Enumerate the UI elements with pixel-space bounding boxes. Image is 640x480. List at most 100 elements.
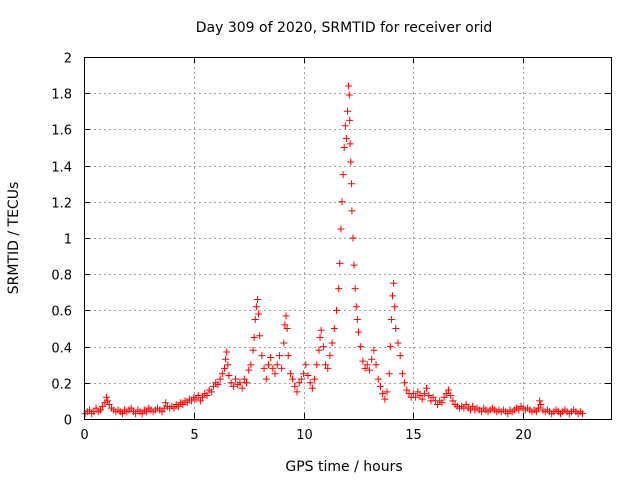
data-point	[376, 382, 384, 390]
data-point	[267, 353, 275, 361]
data-point	[324, 364, 332, 372]
y-tick-label: 1.8	[51, 88, 72, 103]
data-point	[245, 366, 253, 374]
data-point	[368, 355, 376, 363]
data-point	[401, 379, 409, 387]
data-point	[342, 134, 350, 142]
x-tick-labels: 0 5 10 15 20	[80, 428, 531, 443]
data-point	[345, 82, 353, 90]
data-point	[282, 312, 290, 320]
y-tick-label: 1.6	[51, 124, 72, 139]
data-point	[412, 393, 420, 401]
data-point	[275, 352, 283, 360]
data-point	[256, 332, 264, 340]
data-point	[418, 395, 426, 403]
chart-title: Day 309 of 2020, SRMTID for receiver ori…	[196, 20, 493, 36]
data-point	[338, 198, 346, 206]
y-tick-label: 0.8	[51, 269, 72, 284]
data-point	[353, 315, 361, 323]
data-point	[335, 285, 343, 293]
data-point	[269, 364, 277, 372]
data-point	[162, 399, 170, 407]
data-point	[337, 225, 345, 233]
data-point	[260, 364, 268, 372]
data-point	[423, 384, 431, 392]
data-point	[315, 346, 323, 354]
data-point	[192, 395, 200, 403]
data-point	[102, 393, 110, 401]
data-point	[179, 401, 187, 409]
data-point	[223, 348, 231, 356]
data-point	[416, 391, 424, 399]
data-point	[447, 391, 455, 399]
y-tick-label: 1	[64, 233, 72, 248]
data-point	[196, 397, 204, 405]
data-point	[434, 401, 442, 409]
data-point	[96, 406, 104, 414]
data-point	[289, 375, 297, 383]
data-point	[229, 382, 237, 390]
data-point	[302, 361, 310, 369]
data-point	[222, 355, 230, 363]
data-point	[138, 410, 146, 418]
data-point	[391, 303, 399, 311]
data-point	[249, 346, 257, 354]
data-point	[350, 261, 358, 269]
data-point	[352, 303, 360, 311]
data-point	[578, 410, 586, 418]
data-point	[250, 334, 258, 342]
data-point	[372, 361, 380, 369]
data-point	[174, 402, 182, 410]
data-point	[361, 364, 369, 372]
data-point	[224, 361, 232, 369]
data-point	[532, 408, 540, 416]
data-point	[344, 107, 351, 115]
data-point	[326, 352, 334, 360]
data-point	[280, 339, 288, 347]
data-point	[442, 390, 450, 398]
data-point	[271, 370, 279, 378]
data-point	[398, 370, 406, 378]
data-point	[379, 390, 387, 398]
data-point	[278, 364, 286, 372]
data-point	[396, 352, 404, 360]
data-point	[374, 375, 382, 383]
data-point	[311, 375, 319, 383]
data-point	[273, 361, 281, 369]
grid-lines	[84, 57, 611, 419]
data-point	[214, 381, 222, 389]
data-point	[537, 401, 545, 409]
data-point	[281, 321, 289, 329]
data-point	[445, 386, 453, 394]
data-point	[297, 375, 305, 383]
data-point	[390, 279, 398, 287]
data-point	[317, 326, 325, 334]
y-axis-label: SRMTID / TECUs	[6, 182, 22, 295]
data-point	[351, 285, 359, 293]
data-point	[535, 404, 543, 412]
x-tick-label: 10	[296, 428, 313, 443]
data-point	[255, 310, 263, 318]
data-point	[462, 401, 470, 409]
data-point	[218, 370, 226, 378]
data-point	[387, 315, 395, 323]
x-axis-label: GPS time / hours	[285, 459, 402, 475]
data-point	[340, 144, 348, 151]
data-point	[132, 410, 140, 418]
data-point	[469, 402, 477, 410]
data-point	[194, 391, 202, 399]
data-point	[363, 361, 371, 369]
data-point	[227, 379, 235, 387]
data-point	[438, 399, 446, 407]
data-point	[304, 372, 312, 380]
data-point	[251, 315, 259, 323]
data-point	[346, 116, 354, 124]
data-point	[504, 410, 512, 418]
data-point	[203, 391, 211, 399]
data-point	[392, 325, 400, 332]
data-point	[262, 375, 270, 383]
data-point	[92, 404, 100, 412]
data-point	[308, 384, 316, 392]
data-point	[425, 391, 433, 399]
x-tick-label: 20	[515, 428, 532, 443]
